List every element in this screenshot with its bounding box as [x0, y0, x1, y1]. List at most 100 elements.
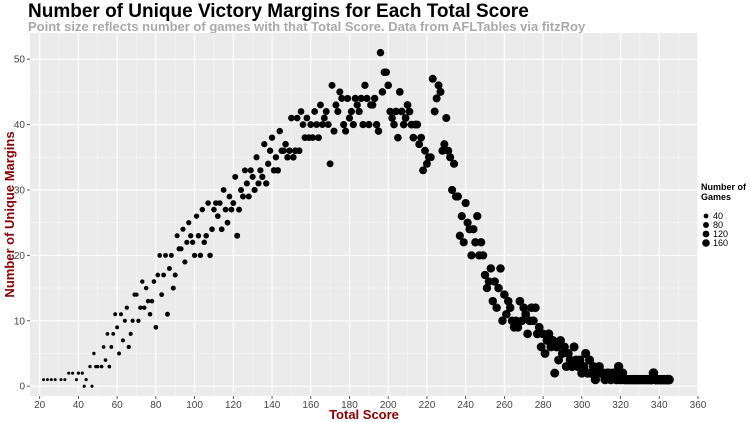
data-point: [386, 107, 394, 116]
data-point: [238, 186, 245, 193]
data-point: [355, 107, 363, 116]
data-point: [243, 180, 250, 187]
data-point: [442, 114, 451, 123]
data-point: [369, 101, 377, 109]
data-point: [374, 127, 383, 135]
data-point: [195, 233, 202, 239]
data-point: [392, 107, 400, 116]
data-point: [168, 252, 174, 258]
data-points: [42, 48, 674, 388]
data-point: [220, 187, 227, 193]
data-point: [390, 120, 398, 129]
data-point: [180, 226, 186, 232]
data-point: [453, 192, 462, 201]
data-point: [440, 140, 449, 149]
data-point: [239, 193, 246, 200]
data-point: [463, 218, 472, 227]
data-point: [230, 200, 237, 206]
data-point: [170, 285, 176, 291]
data-point: [263, 180, 270, 187]
data-point: [519, 303, 529, 313]
data-point: [334, 107, 342, 116]
data-point: [42, 378, 46, 382]
plot-panel: [30, 33, 698, 396]
y-tick-label: 40: [14, 120, 26, 131]
data-point: [318, 121, 326, 129]
data-point: [247, 167, 254, 174]
data-point: [82, 384, 86, 388]
legend-key: [703, 222, 709, 228]
data-point: [191, 252, 198, 259]
data-point: [299, 121, 307, 128]
data-point: [521, 309, 531, 319]
data-point: [84, 378, 88, 382]
data-point: [74, 378, 79, 382]
legend-label: 40: [713, 211, 723, 221]
data-point: [224, 219, 231, 226]
data-point: [523, 329, 532, 339]
data-point: [259, 173, 266, 181]
chart-title: Number of Unique Victory Margins for Eac…: [28, 1, 529, 22]
data-point: [342, 127, 350, 135]
data-point: [330, 127, 338, 135]
data-point: [496, 264, 505, 273]
x-tick-label: 120: [225, 400, 242, 411]
data-point: [218, 226, 225, 233]
data-point: [117, 351, 122, 356]
data-point: [119, 312, 123, 317]
data-point: [469, 225, 478, 234]
data-point: [149, 298, 155, 304]
data-point: [205, 200, 211, 206]
data-point: [153, 324, 159, 330]
data-point: [421, 146, 429, 155]
data-point: [353, 101, 361, 109]
data-point: [53, 378, 57, 382]
legend-title: Number of: [701, 182, 747, 192]
x-tick-label: 40: [73, 400, 85, 411]
data-point: [347, 107, 356, 116]
data-point: [241, 167, 248, 174]
data-point: [151, 279, 157, 284]
data-point: [459, 238, 468, 247]
data-point: [290, 153, 297, 161]
data-point: [303, 114, 311, 122]
data-point: [322, 108, 330, 115]
data-point: [99, 364, 104, 369]
data-point: [540, 349, 550, 358]
data-point: [130, 318, 135, 323]
data-point: [502, 309, 511, 319]
data-point: [378, 88, 387, 96]
y-tick-label: 10: [14, 316, 26, 327]
data-point: [203, 233, 209, 239]
x-tick-label: 220: [419, 400, 436, 411]
data-point: [197, 252, 204, 259]
data-point: [326, 160, 334, 168]
data-point: [552, 342, 562, 352]
data-point: [222, 206, 229, 213]
data-point: [276, 127, 283, 135]
data-point: [214, 213, 221, 219]
y-tick-label: 50: [14, 55, 26, 66]
x-tick-label: 100: [186, 400, 203, 411]
data-point: [178, 246, 184, 252]
data-point: [482, 283, 492, 293]
data-point: [415, 140, 424, 149]
data-point: [207, 252, 213, 259]
data-point: [90, 384, 94, 388]
data-point: [476, 238, 486, 247]
data-point: [413, 120, 422, 129]
data-point: [434, 81, 443, 90]
data-point: [111, 331, 116, 336]
data-point: [448, 185, 457, 195]
data-point: [113, 312, 118, 317]
data-point: [184, 239, 190, 245]
data-point: [101, 345, 106, 349]
data-point: [316, 101, 324, 109]
x-tick-label: 20: [34, 400, 46, 411]
data-point: [163, 252, 168, 258]
data-point: [249, 173, 256, 180]
data-point: [351, 94, 359, 103]
y-tick-label: 30: [14, 185, 26, 196]
data-point: [155, 272, 161, 278]
data-point: [432, 94, 441, 103]
